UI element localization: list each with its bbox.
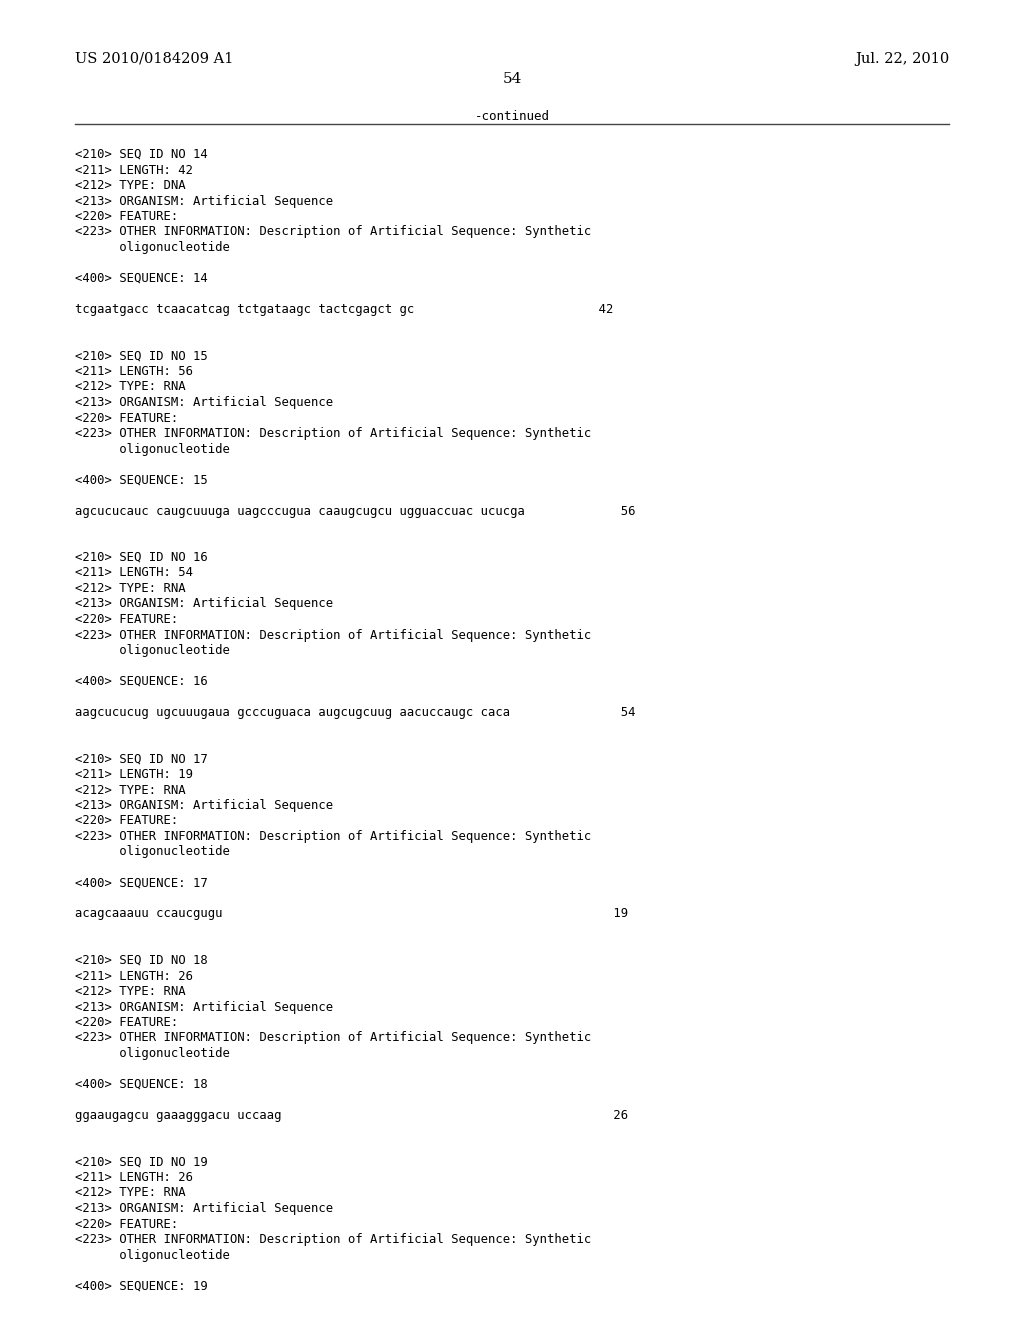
Text: <400> SEQUENCE: 16: <400> SEQUENCE: 16 [75, 675, 208, 688]
Text: <210> SEQ ID NO 16: <210> SEQ ID NO 16 [75, 550, 208, 564]
Text: <213> ORGANISM: Artificial Sequence: <213> ORGANISM: Artificial Sequence [75, 194, 333, 207]
Text: <212> TYPE: RNA: <212> TYPE: RNA [75, 582, 185, 595]
Text: <223> OTHER INFORMATION: Description of Artificial Sequence: Synthetic: <223> OTHER INFORMATION: Description of … [75, 830, 591, 843]
Text: <220> FEATURE:: <220> FEATURE: [75, 412, 178, 425]
Text: <220> FEATURE:: <220> FEATURE: [75, 1217, 178, 1230]
Text: <210> SEQ ID NO 18: <210> SEQ ID NO 18 [75, 954, 208, 968]
Text: aagcucucug ugcuuugaua gcccuguaca augcugcuug aacuccaugc caca               54: aagcucucug ugcuuugaua gcccuguaca augcugc… [75, 706, 636, 719]
Text: <212> TYPE: RNA: <212> TYPE: RNA [75, 380, 185, 393]
Text: -continued: -continued [474, 110, 550, 123]
Text: <212> TYPE: RNA: <212> TYPE: RNA [75, 985, 185, 998]
Text: oligonucleotide: oligonucleotide [75, 846, 229, 858]
Text: agcucucauc caugcuuuga uagcccugua caaugcugcu ugguaccuac ucucga             56: agcucucauc caugcuuuga uagcccugua caaugcu… [75, 504, 636, 517]
Text: <211> LENGTH: 26: <211> LENGTH: 26 [75, 1171, 193, 1184]
Text: <212> TYPE: RNA: <212> TYPE: RNA [75, 784, 185, 796]
Text: <220> FEATURE:: <220> FEATURE: [75, 814, 178, 828]
Text: <400> SEQUENCE: 17: <400> SEQUENCE: 17 [75, 876, 208, 890]
Text: <223> OTHER INFORMATION: Description of Artificial Sequence: Synthetic: <223> OTHER INFORMATION: Description of … [75, 628, 591, 642]
Text: <220> FEATURE:: <220> FEATURE: [75, 1016, 178, 1030]
Text: <211> LENGTH: 26: <211> LENGTH: 26 [75, 969, 193, 982]
Text: <212> TYPE: DNA: <212> TYPE: DNA [75, 180, 185, 191]
Text: <223> OTHER INFORMATION: Description of Artificial Sequence: Synthetic: <223> OTHER INFORMATION: Description of … [75, 426, 591, 440]
Text: oligonucleotide: oligonucleotide [75, 442, 229, 455]
Text: oligonucleotide: oligonucleotide [75, 644, 229, 657]
Text: <210> SEQ ID NO 17: <210> SEQ ID NO 17 [75, 752, 208, 766]
Text: <213> ORGANISM: Artificial Sequence: <213> ORGANISM: Artificial Sequence [75, 1203, 333, 1214]
Text: <212> TYPE: RNA: <212> TYPE: RNA [75, 1187, 185, 1200]
Text: <220> FEATURE:: <220> FEATURE: [75, 612, 178, 626]
Text: <211> LENGTH: 56: <211> LENGTH: 56 [75, 366, 193, 378]
Text: oligonucleotide: oligonucleotide [75, 1047, 229, 1060]
Text: <400> SEQUENCE: 19: <400> SEQUENCE: 19 [75, 1279, 208, 1292]
Text: oligonucleotide: oligonucleotide [75, 1249, 229, 1262]
Text: US 2010/0184209 A1: US 2010/0184209 A1 [75, 51, 233, 66]
Text: <210> SEQ ID NO 15: <210> SEQ ID NO 15 [75, 350, 208, 363]
Text: <211> LENGTH: 42: <211> LENGTH: 42 [75, 164, 193, 177]
Text: acagcaaauu ccaucgugu                                                     19: acagcaaauu ccaucgugu 19 [75, 908, 628, 920]
Text: 54: 54 [503, 73, 521, 86]
Text: <213> ORGANISM: Artificial Sequence: <213> ORGANISM: Artificial Sequence [75, 799, 333, 812]
Text: <211> LENGTH: 54: <211> LENGTH: 54 [75, 566, 193, 579]
Text: oligonucleotide: oligonucleotide [75, 242, 229, 253]
Text: <211> LENGTH: 19: <211> LENGTH: 19 [75, 768, 193, 781]
Text: <210> SEQ ID NO 19: <210> SEQ ID NO 19 [75, 1155, 208, 1168]
Text: <400> SEQUENCE: 14: <400> SEQUENCE: 14 [75, 272, 208, 285]
Text: tcgaatgacc tcaacatcag tctgataagc tactcgagct gc                         42: tcgaatgacc tcaacatcag tctgataagc tactcga… [75, 304, 613, 315]
Text: <223> OTHER INFORMATION: Description of Artificial Sequence: Synthetic: <223> OTHER INFORMATION: Description of … [75, 1233, 591, 1246]
Text: ggaaugagcu gaaagggacu uccaag                                             26: ggaaugagcu gaaagggacu uccaag 26 [75, 1109, 628, 1122]
Text: <220> FEATURE:: <220> FEATURE: [75, 210, 178, 223]
Text: <400> SEQUENCE: 15: <400> SEQUENCE: 15 [75, 474, 208, 487]
Text: <223> OTHER INFORMATION: Description of Artificial Sequence: Synthetic: <223> OTHER INFORMATION: Description of … [75, 226, 591, 239]
Text: <213> ORGANISM: Artificial Sequence: <213> ORGANISM: Artificial Sequence [75, 1001, 333, 1014]
Text: <213> ORGANISM: Artificial Sequence: <213> ORGANISM: Artificial Sequence [75, 396, 333, 409]
Text: <223> OTHER INFORMATION: Description of Artificial Sequence: Synthetic: <223> OTHER INFORMATION: Description of … [75, 1031, 591, 1044]
Text: Jul. 22, 2010: Jul. 22, 2010 [855, 51, 949, 66]
Text: <213> ORGANISM: Artificial Sequence: <213> ORGANISM: Artificial Sequence [75, 598, 333, 610]
Text: <210> SEQ ID NO 14: <210> SEQ ID NO 14 [75, 148, 208, 161]
Text: <400> SEQUENCE: 18: <400> SEQUENCE: 18 [75, 1078, 208, 1092]
